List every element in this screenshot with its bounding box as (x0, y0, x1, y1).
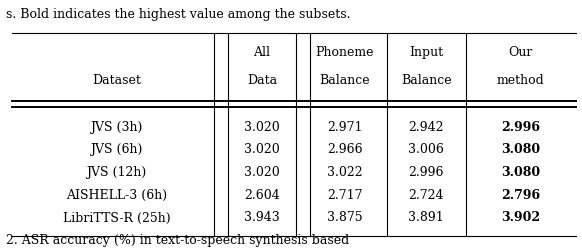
Text: 2.996: 2.996 (501, 121, 541, 134)
Text: 3.006: 3.006 (409, 143, 444, 156)
Text: 3.020: 3.020 (244, 121, 280, 134)
Text: 3.080: 3.080 (501, 143, 541, 156)
Text: 3.020: 3.020 (244, 143, 280, 156)
Text: All: All (253, 46, 271, 59)
Text: 3.022: 3.022 (327, 166, 363, 179)
Text: 2.724: 2.724 (409, 189, 444, 202)
Text: method: method (497, 74, 545, 87)
Text: JVS (3h): JVS (3h) (90, 121, 143, 134)
Text: 2.717: 2.717 (327, 189, 363, 202)
Text: JVS (6h): JVS (6h) (90, 143, 143, 156)
Text: 2.996: 2.996 (409, 166, 444, 179)
Text: Phoneme: Phoneme (315, 46, 374, 59)
Text: 3.080: 3.080 (501, 166, 541, 179)
Text: 2.942: 2.942 (409, 121, 444, 134)
Text: 3.902: 3.902 (501, 211, 541, 225)
Text: s. Bold indicates the highest value among the subsets.: s. Bold indicates the highest value amon… (6, 8, 350, 21)
Text: Our: Our (509, 46, 533, 59)
Text: 2. ASR accuracy (%) in text-to-speech synthesis based: 2. ASR accuracy (%) in text-to-speech sy… (6, 234, 349, 247)
Text: Balance: Balance (320, 74, 370, 87)
Text: LibriTTS-R (25h): LibriTTS-R (25h) (63, 211, 170, 225)
Text: 2.966: 2.966 (327, 143, 363, 156)
Text: Data: Data (247, 74, 277, 87)
Text: 2.796: 2.796 (501, 189, 541, 202)
Text: 3.875: 3.875 (327, 211, 363, 225)
Text: 2.604: 2.604 (244, 189, 280, 202)
Text: 3.943: 3.943 (244, 211, 280, 225)
Text: AISHELL-3 (6h): AISHELL-3 (6h) (66, 189, 167, 202)
Text: JVS (12h): JVS (12h) (86, 166, 147, 179)
Text: 3.891: 3.891 (409, 211, 444, 225)
Text: 3.020: 3.020 (244, 166, 280, 179)
Text: 2.971: 2.971 (327, 121, 363, 134)
Text: Input: Input (409, 46, 443, 59)
Text: Balance: Balance (401, 74, 452, 87)
Text: Dataset: Dataset (92, 74, 141, 87)
